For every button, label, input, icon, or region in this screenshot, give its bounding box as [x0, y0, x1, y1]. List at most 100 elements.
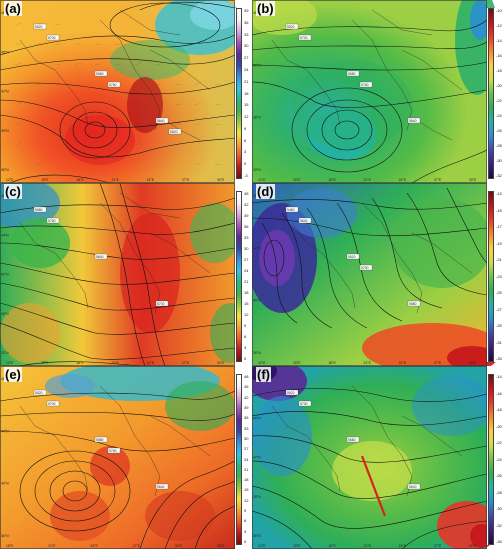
- panel-c-colorbar-tick: 45: [244, 191, 249, 196]
- panel-a-colorbar-tick: 12: [244, 114, 249, 120]
- panel-d-colorbar-tick: -15: [496, 207, 502, 213]
- panel-c-lat-label: 40°N: [1, 273, 9, 277]
- panel-e-contour-label: 5700: [46, 400, 60, 407]
- panel-c-colorbar: 45 42 39 36 33 30 27 24 21 18 15 12 9 6 3 0: [235, 191, 252, 362]
- panel-f-colorbar-tick: -34: [496, 539, 502, 544]
- panel-f-colorbar-tick: -16: [496, 390, 502, 396]
- panel-f-lon-label: 18°E: [328, 544, 336, 548]
- panel-c-lat-label: 36°N: [1, 312, 9, 316]
- panel-e-lon-label: 18°E: [6, 544, 14, 548]
- panel-d-colorbar-tick: -19: [496, 240, 502, 246]
- panel-a-contour-label: 5580: [94, 70, 108, 77]
- panel-e-colorbar-tick: 42: [244, 394, 249, 400]
- panel-e-colorbar: 48 45 42 39 36 33 30 27 24 21 18 15 12 9 6 3 0: [235, 374, 252, 545]
- panel-b-contour-label: 5760: [359, 81, 373, 88]
- panel-e-colorbar-tick: 27: [244, 446, 249, 452]
- panel-b-lat-label: 38°N: [253, 116, 261, 120]
- panel-d-lon-label: 27°E: [434, 361, 442, 365]
- panel-c-colorbar-tick: 39: [244, 213, 249, 218]
- svg-text:5760: 5760: [109, 449, 117, 453]
- panel-f-lat-label: 36°N: [253, 534, 261, 538]
- svg-text:5640: 5640: [157, 119, 165, 123]
- svg-text:5580: 5580: [348, 438, 356, 442]
- panel-b-colorbar-tick: -12: [496, 23, 502, 28]
- panel-e-lat-label: 36°N: [1, 534, 9, 538]
- panel-c-lon-label: 18°E: [76, 361, 84, 365]
- panel-e-contour-label: 5640: [155, 483, 169, 490]
- panel-c-lon-label: 15°E: [41, 361, 49, 365]
- panel-e-lon-label: 27°E: [133, 544, 141, 548]
- panel-a-lon-label: 12°E: [6, 178, 14, 182]
- panel-c-colorbar-tick: 3: [244, 345, 247, 350]
- svg-text:5700: 5700: [300, 402, 308, 406]
- panel-c-colorbar-tick: 33: [244, 235, 249, 240]
- panel-a-colorbar-ramp: [236, 8, 242, 179]
- panel-f-lat-label: 39°N: [253, 495, 261, 499]
- panel-c-contour-label: 5580: [33, 206, 47, 213]
- panel-e-colorbar-tick: 39: [244, 404, 249, 410]
- panel-c-colorbar-tick: 6: [244, 334, 247, 339]
- panel-e-colorbar-tick: 21: [244, 466, 249, 472]
- panel-d-contour-label: 5700: [359, 264, 373, 271]
- svg-text:5640: 5640: [157, 485, 165, 489]
- panel-f-colorbar: -14 -16 -18 -20 -22 -24 -26 -28 -30 -32 -34: [487, 374, 504, 545]
- svg-text:5520: 5520: [35, 391, 43, 395]
- panel-f-red-line: [360, 455, 387, 517]
- panel-b-colorbar-ramp: [488, 8, 494, 179]
- panel-e-colorbar-tick: 45: [244, 384, 249, 390]
- panel-c-colorbar-tick: 12: [244, 312, 249, 317]
- panel-d-colorbar-tick: -21: [496, 257, 502, 262]
- panel-c-label: (c): [4, 184, 22, 199]
- svg-text:5640: 5640: [409, 485, 417, 489]
- panel-a-colorbar-tick: 21: [244, 78, 249, 84]
- panel-f-colorbar-tick: -24: [496, 456, 502, 462]
- panel-a-colorbar-tick: 6: [244, 137, 247, 143]
- panel-e-label: (e): [4, 367, 22, 382]
- panel-a-colorbar-tick: -3: [244, 173, 248, 178]
- panel-f-lat-label: 42°N: [253, 456, 261, 460]
- panel-d-lon-label: 15°E: [293, 361, 301, 365]
- panel-a-lon-label: 27°E: [182, 178, 190, 182]
- panel-a-lon-label: 18°E: [76, 178, 84, 182]
- panel-f-lon-label: 21°E: [364, 544, 372, 548]
- panel-b-lon-label: 30°E: [469, 178, 477, 182]
- panel-e-lon-label: 24°E: [90, 544, 98, 548]
- svg-text:5640: 5640: [300, 219, 308, 223]
- panel-b-contour-label: 5700: [298, 34, 312, 41]
- panel-e-contour-label: 5520: [33, 389, 47, 396]
- svg-text:5640: 5640: [409, 119, 417, 123]
- panel-a-colorbar-tick: 39: [244, 8, 249, 13]
- panel-f-lon-label: 24°E: [399, 544, 407, 548]
- panel-c-colorbar-tick: 9: [244, 323, 247, 328]
- panel-f-lon-label: 30°E: [469, 544, 477, 548]
- svg-text:5520: 5520: [287, 25, 295, 29]
- panel-b-colorbar-tick: -32: [496, 173, 502, 178]
- panel-a-lon-label: 21°E: [112, 178, 120, 182]
- panel-c-contour-label: 5760: [46, 217, 60, 224]
- svg-text:5520: 5520: [287, 391, 295, 395]
- panel-d-colorbar-tick: -31: [496, 339, 502, 345]
- panel-c-lat-label: 32°N: [1, 351, 9, 355]
- panel-d-lon-label: 24°E: [399, 361, 407, 365]
- panel-a-colorbar-tick: 9: [244, 125, 247, 131]
- panel-a-lon-label: 15°E: [41, 178, 49, 182]
- panel-b-lon-label: 12°E: [258, 178, 266, 182]
- panel-c-lon-label: 27°E: [182, 361, 190, 365]
- panel-e-map: 18°E21°E24°E27°E30°E33°E48°N44°N40°N36°N…: [0, 366, 236, 549]
- panel-b-label: (b): [256, 1, 275, 16]
- panel-e-lon-label: 30°E: [175, 544, 183, 548]
- panel-d-lon-label: 18°E: [328, 361, 336, 365]
- panel-d-lon-label: 12°E: [258, 361, 266, 365]
- panel-f-colorbar-tick: -14: [496, 374, 502, 379]
- panel-e-lat-label: 40°N: [1, 482, 9, 486]
- panel-d-colorbar-tick: -25: [496, 290, 502, 295]
- panel-e-lon-label: 33°E: [217, 544, 225, 548]
- panel-d-lat-label: 36°N: [253, 351, 261, 355]
- panel-b-lon-label: 27°E: [434, 178, 442, 182]
- panel-a-colorbar-tick: 0: [244, 161, 247, 167]
- panel-a-colorbar-tick: 3: [244, 149, 247, 155]
- svg-text:5460: 5460: [287, 208, 295, 212]
- panel-a-contour-label: 5520: [33, 23, 47, 30]
- panel-e: 18°E21°E24°E27°E30°E33°E48°N44°N40°N36°N…: [0, 366, 252, 549]
- panel-b-colorbar-tick: -22: [496, 98, 502, 103]
